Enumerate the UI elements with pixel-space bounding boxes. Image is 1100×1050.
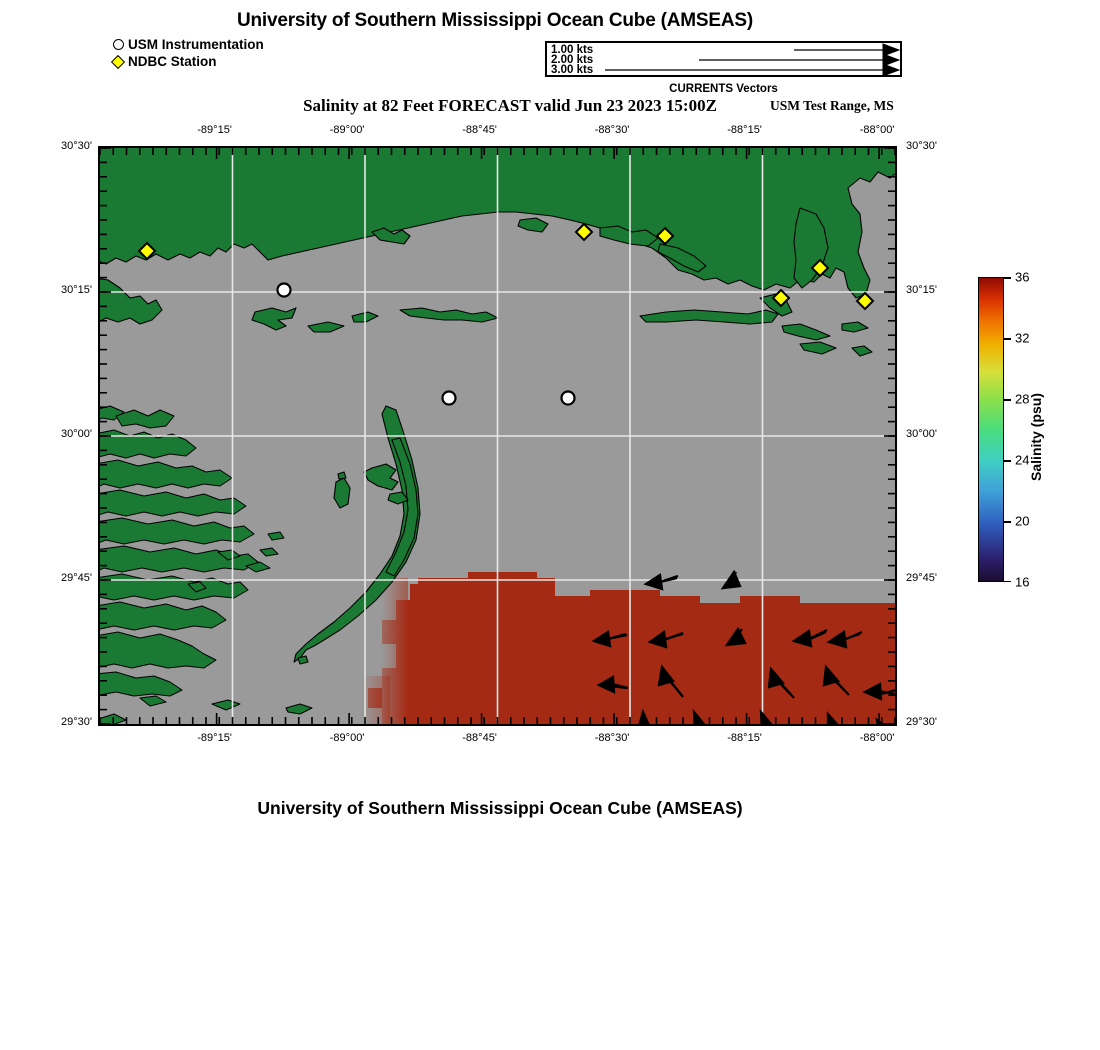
legend-label-usm: USM Instrumentation	[128, 37, 264, 52]
x-tick-label-top-3: -88°30'	[594, 124, 630, 136]
y-tick-label-right-2: 30°00'	[906, 428, 937, 440]
currents-scale-label-2: 2.00 kts	[551, 54, 594, 66]
currents-scale-label-3: 3.00 kts	[551, 64, 594, 76]
diamond-marker-icon	[108, 54, 128, 69]
x-tick-label-bottom-2: -88°45'	[462, 732, 497, 744]
colorbar-gradient[interactable]	[978, 277, 1004, 582]
barrier-islands	[251, 293, 873, 715]
marker-legend: USM Instrumentation NDBC Station	[108, 36, 264, 70]
y-tick-label-left-1: 30°15'	[61, 284, 92, 296]
colorbar-tick-label-32: 32	[1015, 330, 1030, 346]
colorbar-tick-36	[1004, 277, 1011, 279]
legend-item-usm: USM Instrumentation	[108, 36, 264, 53]
currents-scale-legend: 1.00 kts 2.00 kts 3.00 kts	[545, 41, 902, 77]
x-tick-label-bottom-4: -88°15'	[727, 732, 762, 744]
y-tick-label-right-3: 29°45'	[906, 572, 937, 584]
y-tick-label-right-0: 30°30'	[906, 140, 937, 152]
x-tick-label-top-0: -89°15'	[197, 124, 232, 136]
colorbar-tick-24	[1004, 460, 1011, 462]
graticule	[100, 148, 895, 724]
plot-subtitle: Salinity at 82 Feet FORECAST valid Jun 2…	[303, 96, 717, 115]
currents-legend-caption: CURRENTS Vectors	[669, 83, 778, 95]
x-tick-label-bottom-5: -88°00'	[859, 732, 895, 744]
page-title: University of Southern Mississippi Ocean…	[236, 10, 753, 31]
usm-instrumentation-markers	[276, 282, 576, 406]
x-tick-label-top-4: -88°15'	[727, 124, 762, 136]
map-graphics	[100, 148, 895, 724]
colorbar-tick-label-20: 20	[1015, 513, 1030, 529]
legend-item-ndbc: NDBC Station	[108, 53, 264, 70]
x-tick-label-top-2: -88°45'	[462, 124, 497, 136]
colorbar-tick-label-24: 24	[1015, 452, 1030, 468]
colorbar-title: Salinity (psu)	[1028, 393, 1044, 481]
colorbar-tick-label-28: 28	[1015, 391, 1030, 407]
y-tick-label-right-4: 29°30'	[906, 716, 937, 728]
x-tick-label-top-1: -89°00'	[329, 124, 365, 136]
colorbar-tick-20	[1004, 521, 1011, 523]
colorbar-tick-32	[1004, 338, 1011, 340]
ndbc-station-markers	[137, 222, 875, 311]
colorbar-tick-label-16: 16	[1015, 574, 1030, 590]
axis-ticks	[100, 148, 895, 724]
currents-scale-label-1: 1.00 kts	[551, 44, 594, 56]
colorbar-tick-28	[1004, 399, 1011, 401]
y-tick-label-left-0: 30°30'	[61, 140, 92, 152]
y-tick-label-left-2: 30°00'	[61, 428, 92, 440]
map-panel[interactable]	[98, 146, 897, 726]
map-canvas	[100, 148, 895, 724]
region-label: USM Test Range, MS	[770, 98, 894, 113]
y-tick-label-left-4: 29°30'	[61, 716, 92, 728]
y-tick-label-left-3: 29°45'	[61, 572, 92, 584]
legend-label-ndbc: NDBC Station	[128, 54, 217, 69]
x-tick-label-top-5: -88°00'	[859, 124, 895, 136]
y-tick-label-right-1: 30°15'	[906, 284, 937, 296]
footer-title: University of Southern Mississippi Ocean…	[257, 798, 743, 818]
x-tick-label-bottom-3: -88°30'	[594, 732, 630, 744]
circle-marker-icon	[108, 39, 128, 50]
colorbar-tick-16	[1004, 580, 1011, 582]
colorbar-tick-label-36: 36	[1015, 269, 1030, 285]
x-tick-label-bottom-0: -89°15'	[197, 732, 232, 744]
currents-scale-arrows	[605, 43, 900, 75]
x-tick-label-bottom-1: -89°00'	[329, 732, 365, 744]
